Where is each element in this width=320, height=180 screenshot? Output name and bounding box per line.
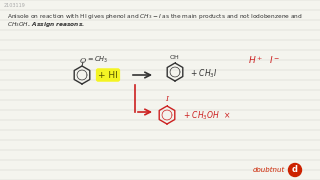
Text: O: O xyxy=(80,57,86,65)
Text: d: d xyxy=(292,165,298,174)
Text: $\mathit{CH_3OH}$. Assign reasons.: $\mathit{CH_3OH}$. Assign reasons. xyxy=(7,20,85,29)
Circle shape xyxy=(289,163,301,177)
Text: OH: OH xyxy=(170,55,180,60)
Text: I: I xyxy=(165,95,169,103)
Text: doubtnut: doubtnut xyxy=(253,167,285,173)
Text: 2103119: 2103119 xyxy=(4,3,26,8)
Text: + $CH_3OH$  ×: + $CH_3OH$ × xyxy=(183,110,230,122)
Text: Anisole on reaction with HI gives phenol and $\mathit{CH_3-I}$ as the main produ: Anisole on reaction with HI gives phenol… xyxy=(7,12,303,21)
Text: + HI: + HI xyxy=(98,71,118,80)
Text: $= CH_3$: $= CH_3$ xyxy=(86,55,108,65)
Text: + $CH_3I$: + $CH_3I$ xyxy=(190,68,218,80)
Text: $H^+$  $I^-$: $H^+$ $I^-$ xyxy=(248,54,280,66)
